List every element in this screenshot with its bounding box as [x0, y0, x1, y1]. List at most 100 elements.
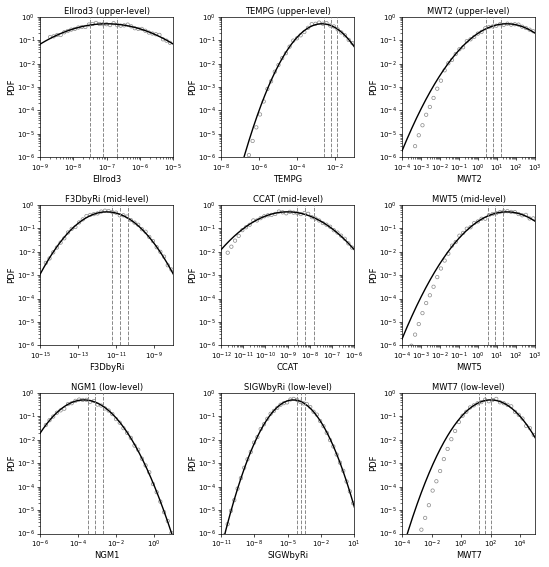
- Point: [500, 207, 508, 216]
- Point: [102, 20, 111, 29]
- Point: [289, 208, 298, 217]
- Point: [332, 450, 341, 459]
- X-axis label: CCAT: CCAT: [277, 363, 299, 372]
- Point: [285, 42, 294, 51]
- Point: [99, 20, 108, 29]
- Point: [53, 408, 61, 417]
- Y-axis label: PDF: PDF: [7, 79, 16, 95]
- X-axis label: SIGWbyRi: SIGWbyRi: [267, 551, 308, 560]
- Point: [433, 273, 441, 282]
- Point: [309, 407, 318, 416]
- Point: [49, 248, 58, 257]
- Point: [311, 19, 320, 28]
- Point: [167, 528, 176, 538]
- Point: [282, 209, 290, 218]
- Point: [459, 229, 468, 238]
- Point: [414, 131, 423, 140]
- Point: [485, 23, 494, 32]
- Point: [296, 31, 305, 40]
- Point: [447, 435, 456, 444]
- Point: [507, 20, 516, 29]
- Point: [477, 214, 486, 223]
- Point: [500, 20, 508, 29]
- Point: [436, 76, 445, 85]
- Point: [477, 397, 486, 407]
- Point: [63, 27, 72, 36]
- Point: [137, 225, 146, 234]
- Point: [458, 411, 467, 420]
- Point: [451, 426, 460, 435]
- Y-axis label: PDF: PDF: [7, 267, 16, 284]
- Point: [299, 399, 308, 408]
- Point: [64, 400, 72, 409]
- Point: [488, 209, 497, 218]
- Point: [231, 236, 239, 245]
- Point: [344, 239, 353, 248]
- Point: [418, 121, 427, 130]
- Point: [518, 211, 526, 220]
- Point: [57, 31, 65, 40]
- Point: [462, 37, 471, 46]
- Point: [348, 243, 356, 252]
- Point: [414, 320, 423, 329]
- Point: [473, 217, 482, 226]
- Point: [322, 220, 331, 229]
- Point: [304, 23, 312, 32]
- Point: [315, 216, 323, 225]
- Point: [267, 210, 276, 219]
- Point: [119, 424, 128, 433]
- Y-axis label: PDF: PDF: [188, 455, 197, 471]
- Point: [108, 409, 117, 418]
- Point: [432, 477, 441, 486]
- Point: [267, 77, 276, 86]
- Point: [406, 552, 414, 561]
- Point: [115, 211, 124, 220]
- Point: [496, 208, 505, 217]
- Point: [145, 232, 154, 242]
- Point: [263, 414, 272, 424]
- X-axis label: NGM1: NGM1: [94, 551, 120, 560]
- Point: [134, 445, 143, 454]
- Point: [492, 209, 501, 218]
- Point: [337, 28, 346, 37]
- Point: [152, 243, 161, 252]
- Point: [45, 254, 54, 263]
- Point: [300, 209, 309, 218]
- Point: [436, 467, 445, 476]
- Point: [318, 218, 327, 227]
- Point: [229, 176, 238, 185]
- Point: [316, 417, 324, 426]
- Point: [240, 463, 249, 472]
- Point: [97, 401, 105, 410]
- Point: [511, 208, 519, 217]
- Point: [164, 261, 172, 270]
- Point: [56, 238, 65, 247]
- Point: [156, 247, 165, 256]
- Point: [407, 341, 416, 350]
- X-axis label: Ellrod3: Ellrod3: [92, 175, 121, 184]
- Point: [525, 424, 534, 433]
- Point: [529, 27, 537, 36]
- Point: [333, 228, 342, 237]
- Point: [152, 29, 160, 39]
- Point: [223, 519, 232, 528]
- Point: [82, 211, 91, 221]
- Point: [81, 23, 90, 32]
- Point: [518, 414, 527, 423]
- Point: [145, 468, 154, 477]
- Point: [77, 23, 86, 32]
- Point: [440, 256, 449, 265]
- Point: [514, 20, 523, 29]
- Point: [488, 22, 497, 31]
- Point: [64, 228, 72, 237]
- Point: [137, 454, 146, 463]
- Point: [162, 36, 171, 45]
- Point: [444, 59, 453, 68]
- Y-axis label: PDF: PDF: [188, 267, 197, 284]
- Point: [326, 222, 334, 231]
- Point: [307, 20, 316, 29]
- Point: [41, 259, 50, 268]
- Point: [233, 484, 242, 493]
- Point: [319, 422, 328, 431]
- Point: [60, 234, 69, 243]
